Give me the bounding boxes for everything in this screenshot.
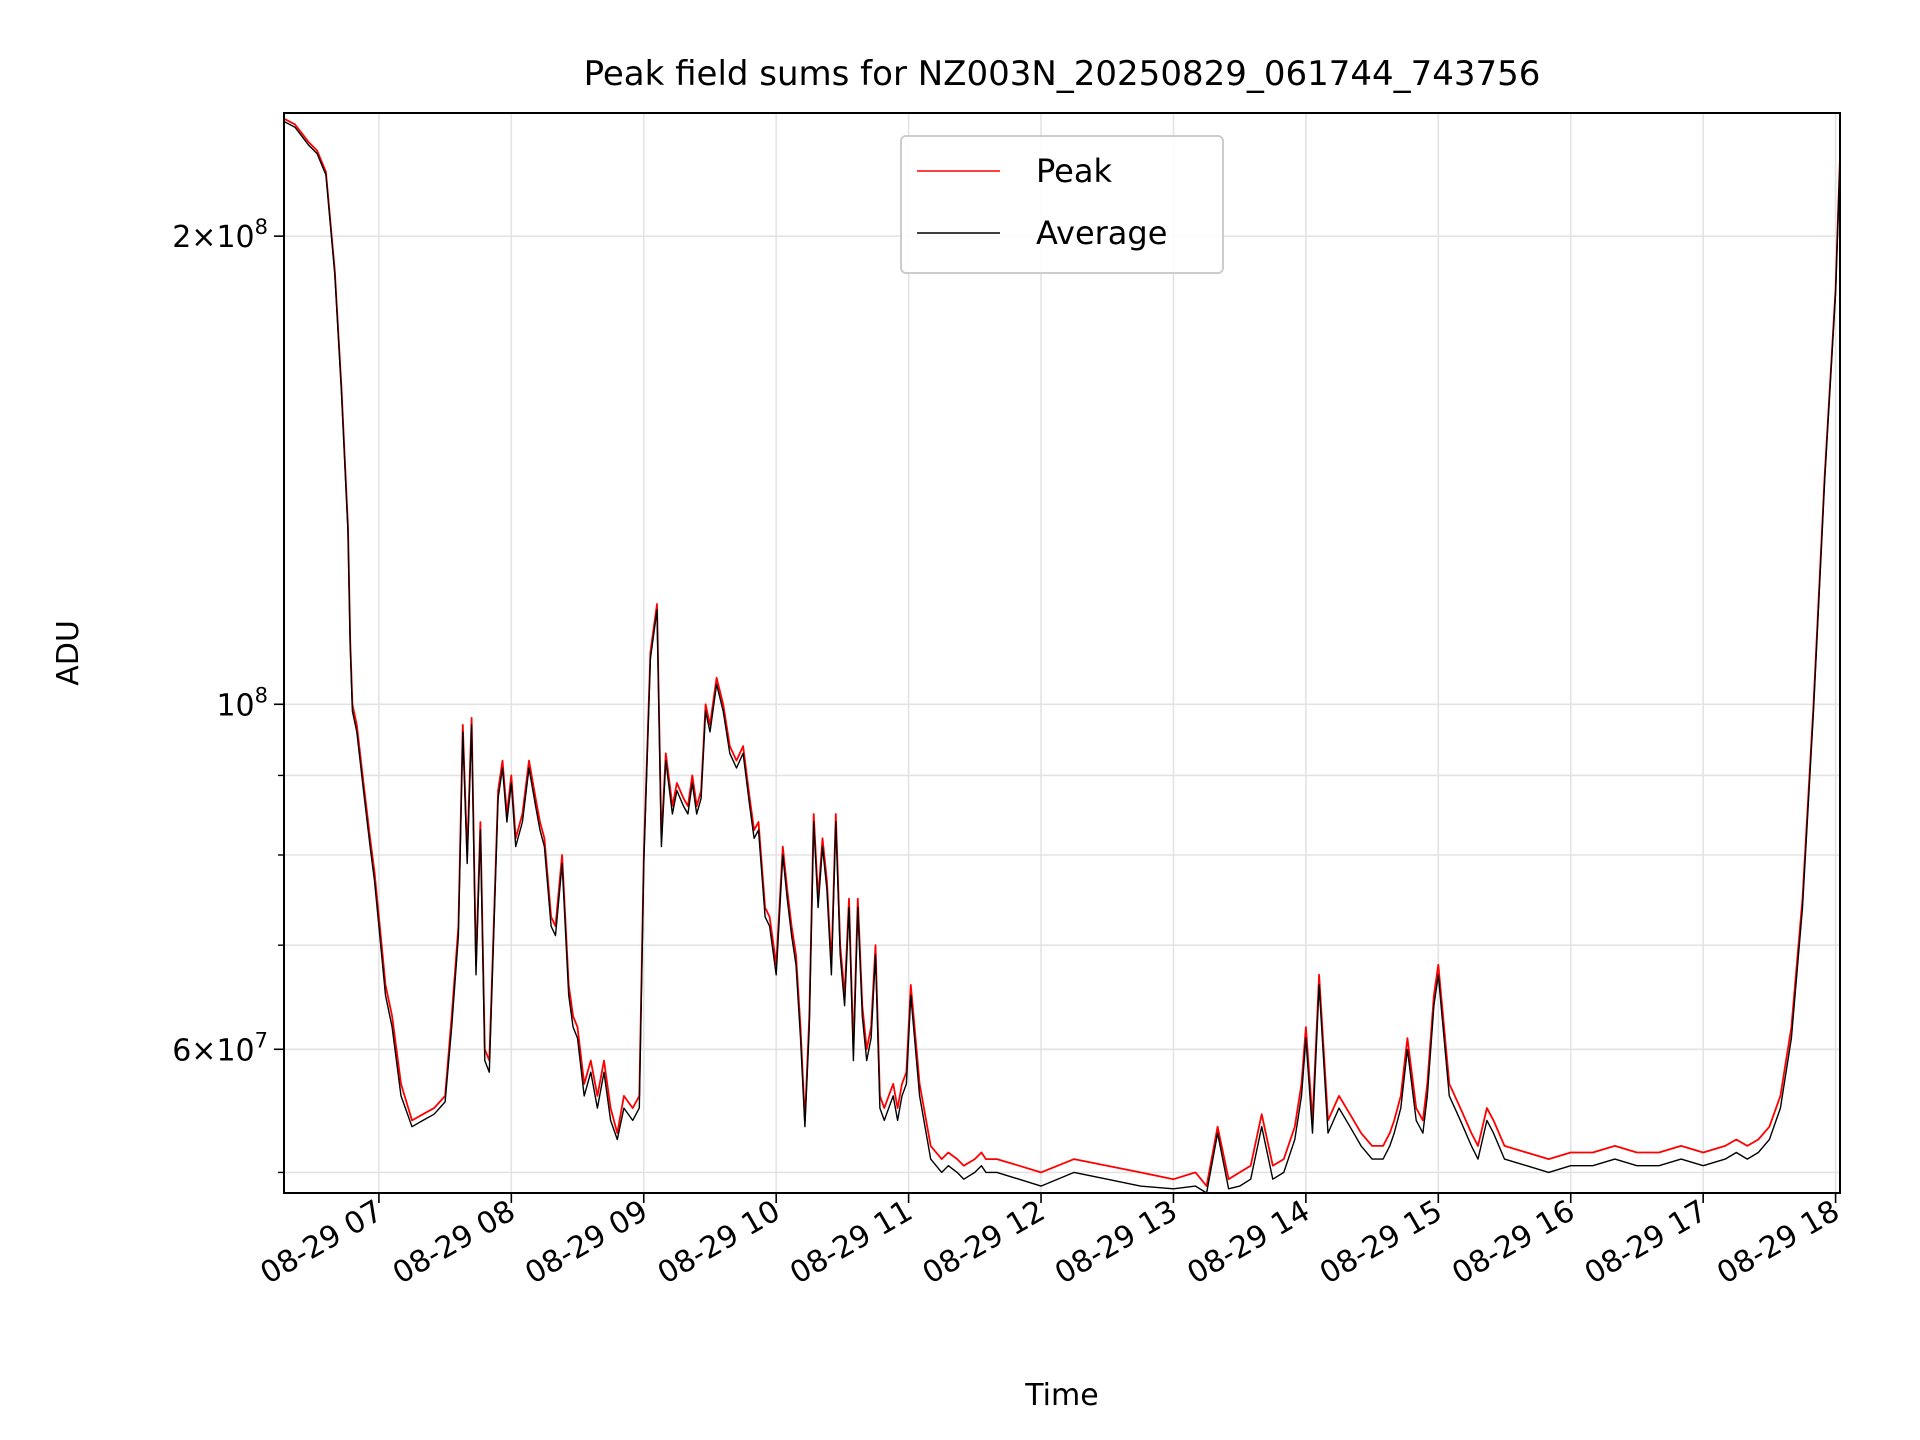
- legend-label-average: Average: [1036, 214, 1167, 252]
- grid: [284, 113, 1840, 1193]
- plot-area: [283, 117, 1841, 1194]
- chart-title: Peak field sums for NZ003N_20250829_0617…: [584, 54, 1541, 94]
- series-line-average: [283, 120, 1841, 1194]
- legend: Peak Average: [900, 135, 1224, 274]
- axes-frame: [283, 112, 1841, 1194]
- y-tick-label: 6×107: [172, 1028, 268, 1068]
- y-axis-label: ADU: [51, 620, 86, 686]
- y-tick-label: 108: [216, 683, 268, 723]
- legend-label-peak: Peak: [1036, 152, 1112, 190]
- x-axis-label: Time: [1024, 1378, 1098, 1413]
- y-axis: 2×108 108 6×107: [172, 215, 284, 1174]
- y-tick-label: 2×108: [172, 215, 268, 255]
